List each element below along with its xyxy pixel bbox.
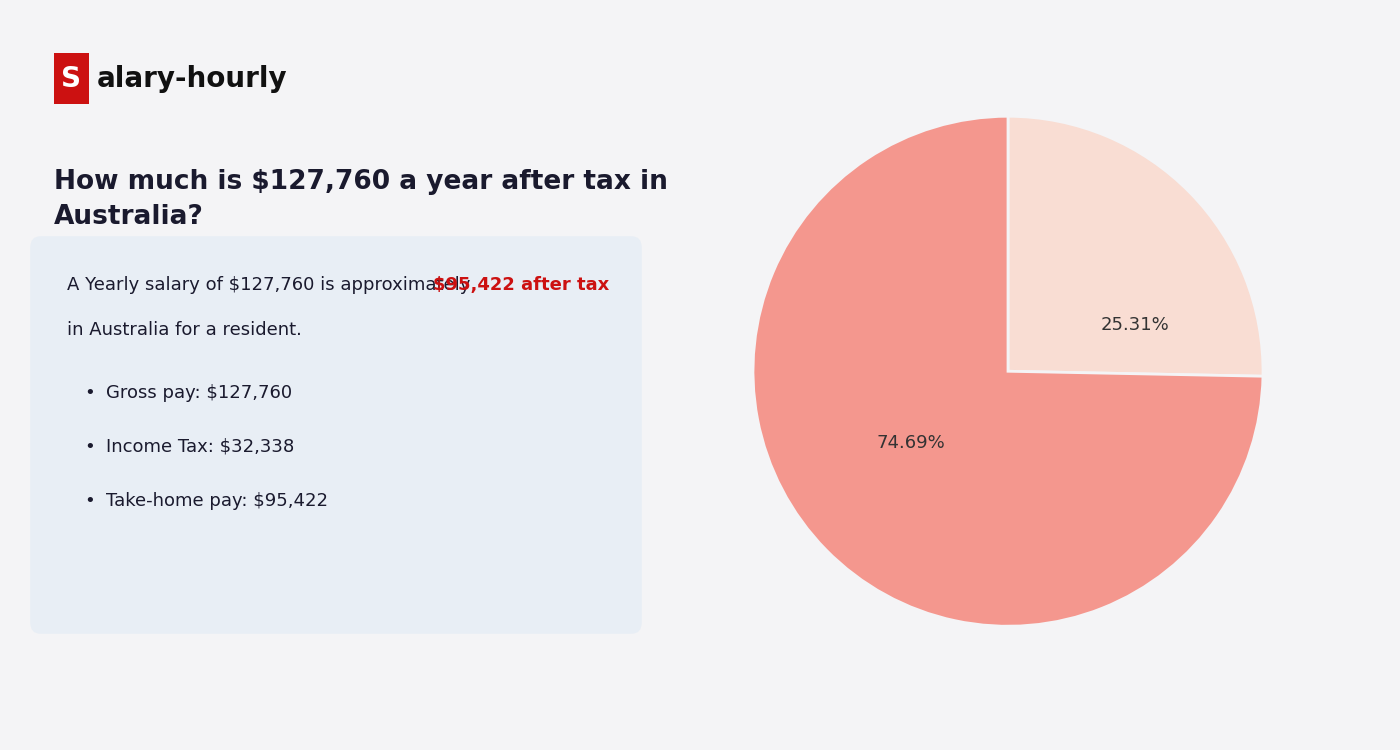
Text: Gross pay: $127,760: Gross pay: $127,760 — [106, 384, 293, 402]
Text: 25.31%: 25.31% — [1102, 316, 1170, 334]
Text: S: S — [62, 64, 81, 93]
Text: $95,422 after tax: $95,422 after tax — [433, 276, 609, 294]
Text: A Yearly salary of $127,760 is approximately: A Yearly salary of $127,760 is approxima… — [67, 276, 476, 294]
FancyBboxPatch shape — [53, 53, 88, 104]
Wedge shape — [753, 116, 1263, 626]
Wedge shape — [1008, 116, 1263, 376]
Text: •: • — [84, 384, 95, 402]
Text: How much is $127,760 a year after tax in
Australia?: How much is $127,760 a year after tax in… — [53, 169, 668, 230]
Text: Take-home pay: $95,422: Take-home pay: $95,422 — [106, 492, 328, 510]
Text: in Australia for a resident.: in Australia for a resident. — [67, 321, 302, 339]
Text: alary-hourly: alary-hourly — [97, 64, 287, 93]
Text: 74.69%: 74.69% — [876, 433, 945, 451]
Text: •: • — [84, 438, 95, 456]
Text: Income Tax: $32,338: Income Tax: $32,338 — [106, 438, 294, 456]
Text: •: • — [84, 492, 95, 510]
FancyBboxPatch shape — [31, 236, 641, 634]
